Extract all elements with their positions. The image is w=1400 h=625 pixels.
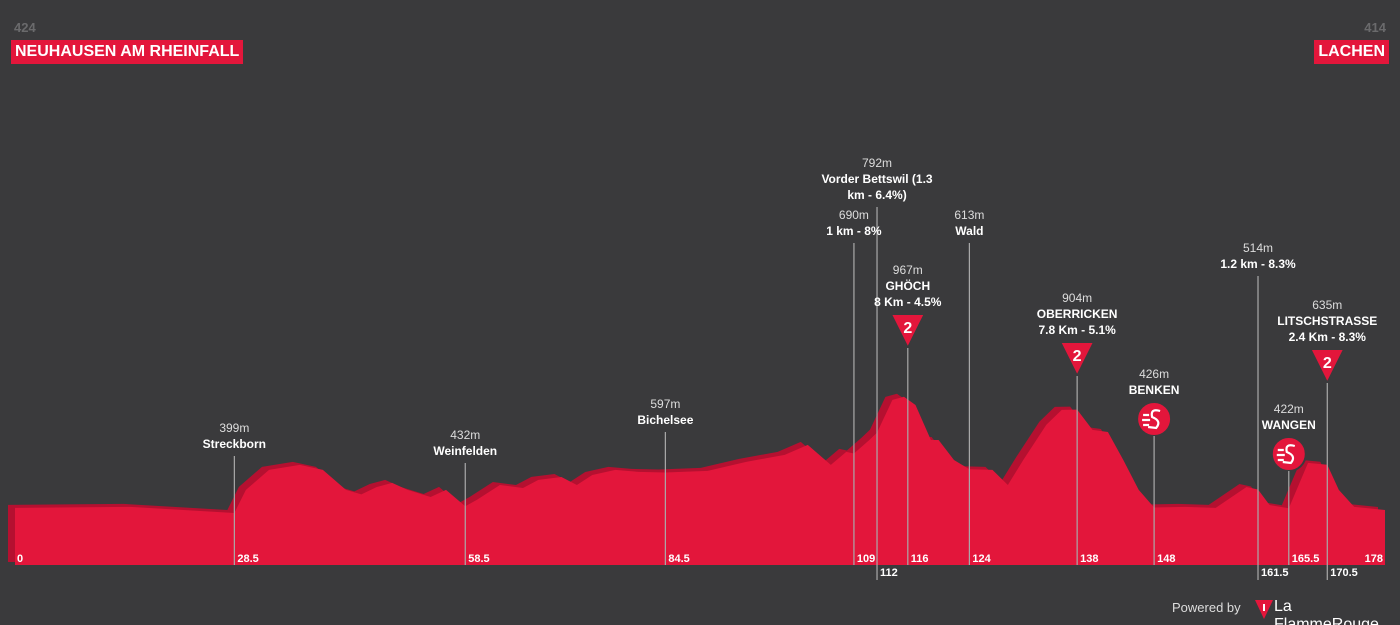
waypoint-detail: 8 Km - 4.5% <box>874 295 942 309</box>
waypoint-name: GHÖCH <box>885 279 931 293</box>
waypoint-elevation: 792m <box>862 156 893 170</box>
waypoint-name: Vorder Bettswil (1.3 km - 6.4%) <box>821 172 933 202</box>
climb-category: 2 <box>903 320 912 337</box>
waypoint-detail: 7.8 Km - 5.1% <box>1038 323 1116 337</box>
waypoint-name: OBERRICKEN <box>1036 307 1118 321</box>
waypoint-elevation: 399m <box>219 421 250 435</box>
finish-elevation: 414 <box>1364 20 1386 35</box>
start-elevation: 424 <box>14 20 36 35</box>
waypoint-label: 613m Wald <box>909 207 1029 239</box>
km-label: 148 <box>1157 553 1175 565</box>
sprint-symbol <box>1142 409 1161 430</box>
start-name: NEUHAUSEN AM RHEINFALL <box>11 40 244 64</box>
waypoint-label: 597m Bichelsee <box>605 396 725 428</box>
climb-icon: 2 <box>889 313 927 351</box>
waypoint-name: Streckborn <box>202 437 267 451</box>
brand-logo <box>1255 600 1273 619</box>
waypoint-elevation: 635m <box>1312 298 1343 312</box>
sprint-icon <box>1270 436 1307 472</box>
km-label: 116 <box>911 553 929 565</box>
waypoint-name: Wald <box>955 224 984 238</box>
waypoint-name: 1 km - 8% <box>826 224 882 238</box>
profile-area <box>15 396 1385 565</box>
waypoint-elevation: 904m <box>1062 291 1093 305</box>
waypoint-name: BENKEN <box>1128 383 1180 397</box>
waypoint-label: 635m LITSCHSTRASSE 2.4 Km - 8.3% <box>1267 297 1387 345</box>
sprint-symbol <box>1276 444 1296 465</box>
km-label: 124 <box>972 553 991 565</box>
km-label: 109 <box>857 553 875 565</box>
waypoint-label: 967m GHÖCH 8 Km - 4.5% <box>848 262 968 310</box>
km-label: 178 <box>1365 553 1383 565</box>
waypoint-elevation: 426m <box>1139 367 1170 381</box>
km-label: 112 <box>880 567 898 579</box>
waypoint-name: WANGEN <box>1261 418 1316 432</box>
waypoint-name: 1.2 km - 8.3% <box>1220 257 1296 271</box>
km-label: 84.5 <box>668 553 689 565</box>
sprint-icon <box>1136 401 1173 437</box>
waypoint-name: Weinfelden <box>433 444 498 458</box>
finish-name: LACHEN <box>1314 40 1389 64</box>
km-label: 161.5 <box>1261 567 1289 579</box>
waypoint-elevation: 967m <box>892 263 923 277</box>
waypoint-elevation: 597m <box>650 397 681 411</box>
waypoint-label: 432m Weinfelden <box>405 427 525 459</box>
waypoint-label: 426m BENKEN <box>1094 366 1214 398</box>
climb-icon: 2 <box>1308 348 1346 386</box>
waypoint-elevation: 422m <box>1273 402 1304 416</box>
waypoint-elevation: 514m <box>1242 241 1274 255</box>
powered-by: Powered by <box>1172 600 1241 615</box>
waypoint-label: 792m Vorder Bettswil (1.3 km - 6.4%) <box>817 155 937 203</box>
waypoint-detail: 2.4 Km - 8.3% <box>1288 330 1366 344</box>
waypoint-elevation: 432m <box>450 428 481 442</box>
waypoint-label: 690m 1 km - 8% <box>794 207 914 239</box>
climb-triangle <box>889 313 927 351</box>
climb-category: 2 <box>1323 355 1332 372</box>
km-label: 165.5 <box>1292 553 1320 565</box>
climb-icon: 2 <box>1058 341 1096 379</box>
waypoint-elevation: 613m <box>954 208 985 222</box>
waypoint-name: LITSCHSTRASSE <box>1277 314 1378 328</box>
climb-triangle <box>1058 341 1096 379</box>
waypoint-elevation: 690m <box>838 208 869 222</box>
km-label: 58.5 <box>468 553 489 565</box>
waypoint-label: 904m OBERRICKEN 7.8 Km - 5.1% <box>1017 290 1137 338</box>
climb-triangle <box>1308 348 1346 386</box>
waypoint-label: 514m 1.2 km - 8.3% <box>1198 240 1318 272</box>
km-label: 0 <box>17 553 23 565</box>
waypoint-label: 422m WANGEN <box>1229 401 1349 433</box>
km-label: 170.5 <box>1330 567 1358 579</box>
brand-name: La FlammeRouge <box>1274 598 1379 625</box>
waypoint-name: Bichelsee <box>637 413 694 427</box>
km-label: 28.5 <box>237 553 258 565</box>
waypoint-label: 399m Streckborn <box>174 420 294 452</box>
km-label: 138 <box>1080 553 1098 565</box>
climb-category: 2 <box>1073 348 1082 365</box>
